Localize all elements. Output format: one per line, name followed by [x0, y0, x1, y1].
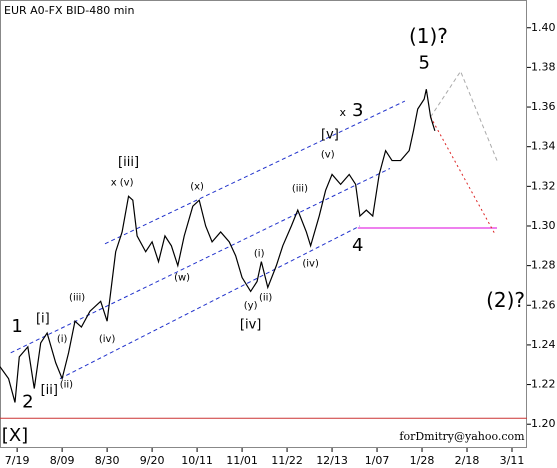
- wave-label: 2: [22, 391, 33, 412]
- wave-label: (iii): [69, 292, 85, 303]
- wave-label: (2)?: [486, 288, 525, 312]
- y-tick-label: 1.20: [531, 417, 556, 430]
- x-tick-label: 7/19: [5, 454, 30, 467]
- x-tick-label: 9/20: [140, 454, 165, 467]
- plot-frame: [0, 0, 527, 448]
- y-tick-label: 1.32: [531, 179, 556, 192]
- wave-label: 5: [418, 52, 429, 73]
- wave-label: (iv): [302, 259, 319, 270]
- wave-label: (1)?: [409, 24, 448, 48]
- wave-label: x: [340, 106, 347, 119]
- wave-label: [v]: [321, 127, 339, 142]
- wave-label: 3: [352, 100, 363, 121]
- wave-label: (w): [174, 273, 190, 284]
- wave-label: (iv): [99, 334, 116, 345]
- y-tick-label: 1.40: [531, 21, 556, 34]
- wave-label: [iv]: [240, 318, 261, 333]
- wave-label: [X]: [2, 425, 28, 446]
- y-tick-label: 1.38: [531, 60, 556, 73]
- y-tick-label: 1.34: [531, 140, 556, 153]
- wave-label: (ii): [259, 292, 272, 303]
- guide-line: [10, 168, 391, 354]
- wave-label: (v): [321, 150, 335, 161]
- footer-text: forDmitry@yahoo.com: [399, 430, 525, 443]
- wave-label: x (v): [111, 177, 134, 188]
- x-tick-label: 8/30: [95, 454, 120, 467]
- wave-label: 4: [352, 235, 363, 256]
- x-tick-label: 11/01: [226, 454, 258, 467]
- wave-label: (x): [190, 181, 204, 192]
- guide-line: [104, 100, 406, 245]
- guide-line: [430, 116, 496, 235]
- y-tick-label: 1.24: [531, 338, 556, 351]
- y-tick-label: 1.28: [531, 259, 556, 272]
- x-tick-label: 3/11: [500, 454, 525, 467]
- x-tick-label: 2/18: [455, 454, 480, 467]
- x-tick-label: 1/07: [365, 454, 390, 467]
- x-tick-label: 1/28: [410, 454, 435, 467]
- y-tick-label: 1.36: [531, 100, 556, 113]
- x-tick-label: 11/22: [271, 454, 303, 467]
- wave-label: (ii): [60, 380, 73, 391]
- wave-label: (iii): [292, 183, 308, 194]
- wave-label: (y): [244, 300, 258, 311]
- wave-label: [iii]: [118, 155, 139, 170]
- price-line: [0, 89, 436, 403]
- wave-label: (i): [57, 334, 68, 345]
- y-tick-label: 1.30: [531, 219, 556, 232]
- x-tick-label: 8/09: [50, 454, 75, 467]
- wave-label: (i): [254, 249, 265, 260]
- wave-label: 1: [11, 316, 22, 337]
- y-tick-label: 1.26: [531, 298, 556, 311]
- chart-title: EUR A0-FX BID-480 min: [4, 4, 134, 17]
- wave-label: [ii]: [41, 383, 58, 398]
- wave-label: [i]: [36, 312, 50, 327]
- x-tick-label: 12/13: [316, 454, 348, 467]
- x-tick-label: 10/11: [181, 454, 213, 467]
- y-tick-label: 1.22: [531, 378, 556, 391]
- guide-line: [59, 225, 361, 380]
